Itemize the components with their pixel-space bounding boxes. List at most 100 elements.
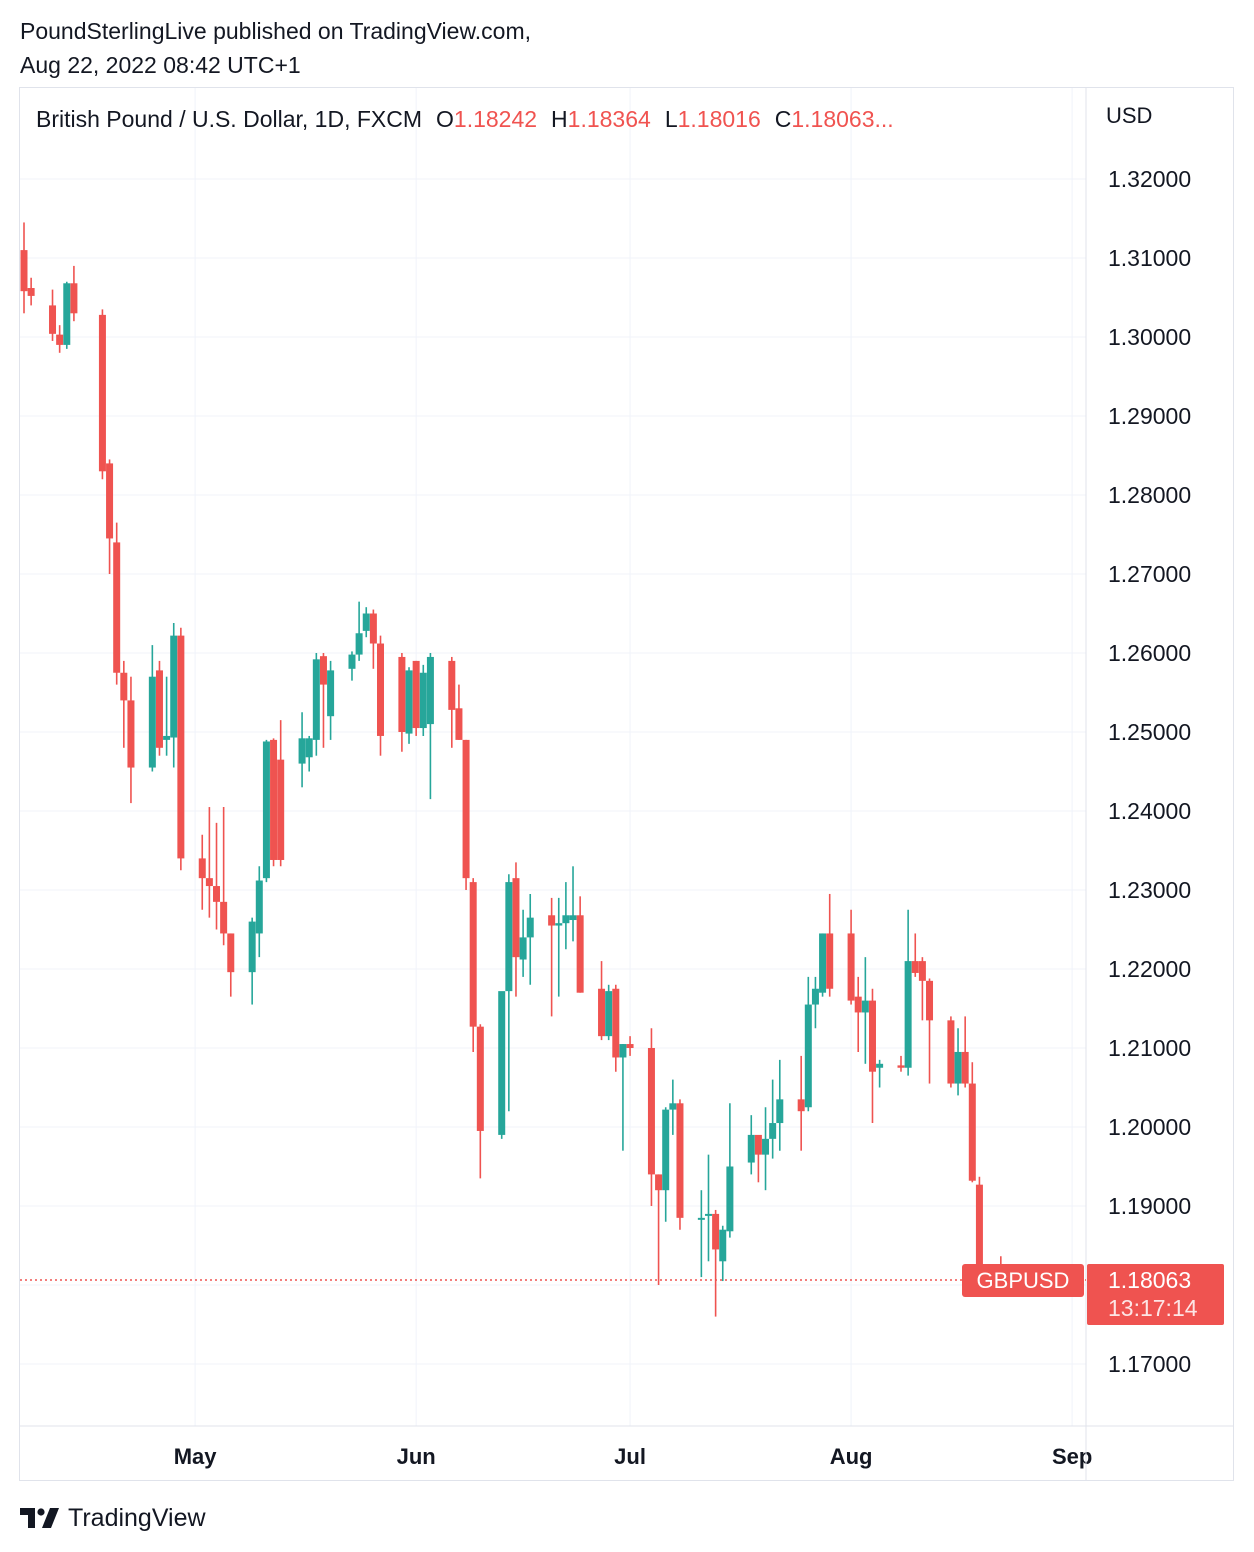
candle	[305, 735, 313, 772]
candle	[819, 933, 827, 997]
candle	[747, 1115, 755, 1175]
candle	[555, 897, 563, 997]
candle	[20, 222, 28, 314]
tradingview-logo[interactable]: TradingView	[20, 1500, 206, 1536]
candle	[120, 660, 128, 748]
candle-body	[412, 660, 420, 729]
candle-body	[605, 991, 613, 1037]
candle-body	[270, 739, 278, 860]
candle	[70, 265, 78, 322]
last-price-tag	[1087, 1264, 1224, 1326]
candle	[462, 739, 470, 890]
low-label: L	[664, 106, 678, 132]
candle	[255, 866, 263, 958]
candle-body	[911, 961, 919, 973]
candle	[562, 882, 570, 950]
candle-body	[826, 933, 834, 989]
candle	[377, 635, 385, 756]
candle-body	[961, 1051, 969, 1084]
candle	[312, 653, 320, 756]
open-value: 1.18242	[453, 106, 538, 132]
y-tick-label: 1.24000	[1108, 798, 1191, 824]
candle	[612, 984, 620, 1072]
candle-body	[348, 654, 356, 669]
candle	[298, 712, 306, 788]
candle-body	[155, 670, 163, 748]
candle	[355, 601, 363, 661]
candle-body	[305, 738, 313, 758]
candle	[918, 957, 926, 1021]
y-tick-label: 1.19000	[1108, 1193, 1191, 1219]
candle	[277, 720, 285, 867]
candle-body	[576, 915, 584, 993]
candle	[198, 834, 206, 910]
candle-body	[669, 1103, 677, 1110]
candle-body	[762, 1138, 770, 1155]
y-tick-label: 1.31000	[1108, 245, 1191, 271]
candle-body	[719, 1229, 727, 1262]
candle	[947, 1016, 955, 1088]
candle	[369, 609, 377, 669]
candle-body	[505, 882, 513, 992]
candle	[327, 660, 335, 740]
candle	[348, 651, 356, 681]
publish-date: Aug 22, 2022 08:42 UTC+1	[20, 52, 301, 78]
candle	[897, 1055, 905, 1072]
candle	[248, 917, 256, 1005]
candle	[576, 896, 584, 993]
y-axis-unit: USD	[1106, 103, 1152, 128]
candle	[676, 1099, 684, 1230]
ticker-tag-label: GBPUSD	[977, 1268, 1070, 1293]
high-value: 1.18364	[567, 106, 651, 132]
ohlc-legend: British Pound / U.S. Dollar, 1D, FXCM O1.…	[36, 104, 894, 134]
candle	[177, 627, 185, 871]
candle	[398, 653, 406, 752]
candle-body	[619, 1044, 627, 1058]
candle-body	[926, 980, 934, 1021]
candle	[811, 976, 819, 1029]
candle	[56, 325, 64, 353]
high-label: H	[551, 106, 568, 132]
candle-body	[476, 1026, 484, 1131]
candle-body	[170, 635, 178, 738]
candle-body	[897, 1065, 905, 1068]
candle-body	[754, 1134, 762, 1155]
candle-body	[248, 921, 256, 973]
candle-body	[262, 741, 270, 879]
candle-body	[954, 1051, 962, 1084]
candle-body	[868, 1000, 876, 1072]
candle	[270, 738, 278, 867]
candle	[505, 874, 513, 1112]
tradingview-logo-icon	[20, 1508, 59, 1528]
candle-body	[647, 1048, 655, 1175]
candle-body	[327, 670, 335, 717]
candle	[719, 1225, 727, 1282]
candle-body	[947, 1020, 955, 1084]
candle	[726, 1103, 734, 1238]
candle	[626, 1036, 634, 1056]
candle	[476, 1024, 484, 1179]
candle-body	[377, 643, 385, 736]
candle	[106, 459, 114, 574]
candle	[362, 607, 370, 638]
close-label: C	[774, 106, 792, 132]
candle-body	[512, 878, 520, 958]
candle-body	[120, 672, 128, 701]
candle-body	[469, 882, 477, 1027]
candle-body	[227, 933, 235, 973]
candle	[98, 309, 106, 480]
candle	[569, 866, 577, 942]
candle-body	[98, 314, 106, 472]
candle-body	[562, 915, 570, 924]
candle-body	[27, 288, 35, 296]
candle-body	[70, 283, 78, 314]
candle	[605, 984, 613, 1041]
candle	[262, 739, 270, 883]
chart-frame	[19, 87, 1234, 1481]
candle-body	[113, 542, 121, 673]
candle	[155, 660, 163, 756]
candle	[697, 1190, 705, 1278]
candle-body	[213, 886, 221, 902]
candle-body	[555, 923, 563, 926]
